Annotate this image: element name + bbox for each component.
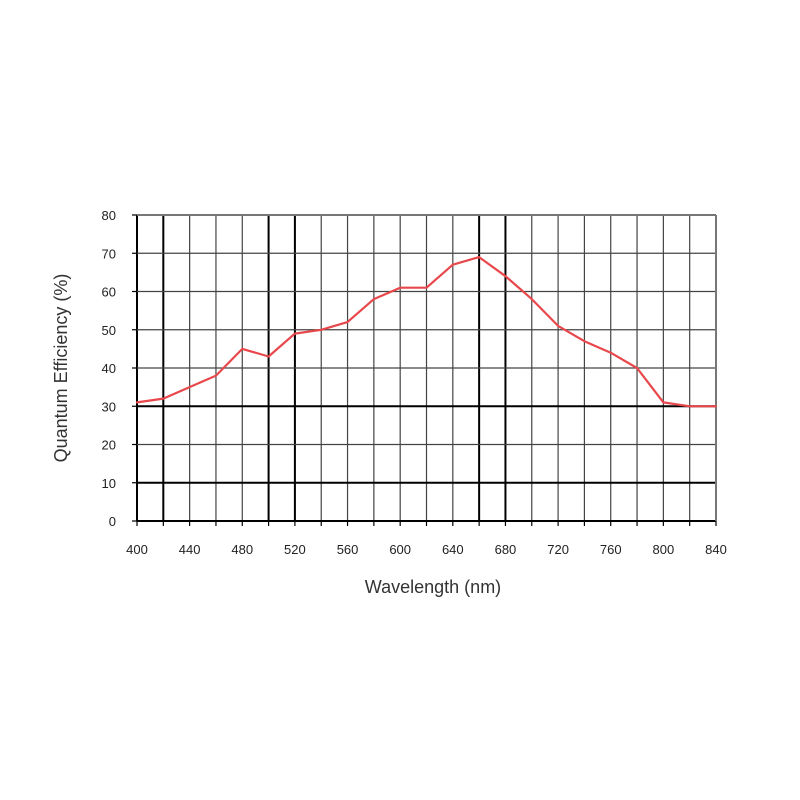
y-tick-label: 50 <box>102 323 116 338</box>
x-tick-label: 600 <box>389 542 411 557</box>
y-tick-label: 10 <box>102 476 116 491</box>
x-tick-label: 760 <box>600 542 622 557</box>
y-tick-label: 40 <box>102 361 116 376</box>
y-axis-label: Quantum Efficiency (%) <box>51 274 71 463</box>
x-tick-label: 640 <box>442 542 464 557</box>
x-tick-label: 840 <box>705 542 727 557</box>
x-tick-label: 480 <box>231 542 253 557</box>
series-layer <box>135 256 718 408</box>
y-tick-label: 30 <box>102 399 116 414</box>
x-tick-label: 680 <box>495 542 517 557</box>
y-tick-label: 60 <box>102 285 116 300</box>
x-axis-label: Wavelength (nm) <box>365 577 501 597</box>
quantum-efficiency-line <box>135 256 718 408</box>
x-tick-label: 720 <box>547 542 569 557</box>
x-tick-label: 440 <box>179 542 201 557</box>
y-tick-label: 80 <box>102 208 116 223</box>
x-tick-label: 520 <box>284 542 306 557</box>
tick-label-layer: 400 440 480 520 560 600 640 680 720 760 800 840 0 10 2… <box>102 208 727 557</box>
grid-layer <box>132 214 717 526</box>
x-tick-label: 560 <box>337 542 359 557</box>
x-tick-label: 800 <box>653 542 675 557</box>
y-tick-label: 70 <box>102 246 116 261</box>
y-tick-label: 0 <box>109 514 116 529</box>
y-tick-label: 20 <box>102 438 116 453</box>
x-tick-label: 400 <box>126 542 148 557</box>
